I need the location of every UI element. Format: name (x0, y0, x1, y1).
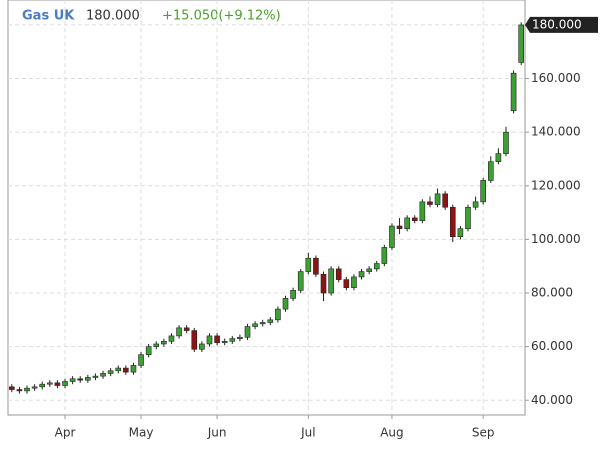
candle-body (373, 263, 380, 270)
candle-body (16, 389, 23, 392)
candle-body (267, 319, 274, 323)
candle-body (389, 225, 395, 248)
candle-body (31, 386, 38, 389)
candle-body (282, 298, 289, 310)
candle-body (275, 308, 281, 321)
y-tick-label: 120.000 (531, 178, 581, 192)
y-tick-label: 100.000 (531, 232, 581, 246)
candle-body (320, 273, 327, 294)
last-price: 180.000 (86, 9, 140, 24)
candle-body (39, 383, 46, 388)
candle-body (69, 378, 76, 382)
candle-body (252, 323, 258, 327)
candle-body (9, 386, 15, 390)
candle-body (465, 206, 471, 229)
candle-body (305, 257, 312, 272)
candle-body (480, 180, 486, 203)
candle-body (404, 217, 410, 229)
candle-body (115, 367, 122, 372)
candle-body (191, 330, 198, 350)
candle-body (297, 271, 304, 291)
candle-body (24, 387, 30, 392)
candle-body (54, 382, 61, 386)
y-tick-label: 40.000 (531, 393, 573, 407)
candle-body (244, 326, 251, 338)
y-tick-label: 80.000 (531, 286, 573, 300)
x-tick-label: Apr (55, 426, 76, 440)
candle-body (335, 268, 342, 280)
candle-body (62, 381, 68, 386)
price-change: +15.050(+9.12%) (162, 9, 281, 24)
candle-body (427, 201, 433, 205)
candle-body (183, 327, 190, 331)
candle-body (130, 365, 137, 373)
candle-body (145, 346, 152, 355)
candle-body (495, 153, 502, 162)
candle-body (153, 343, 160, 347)
candle-body (85, 377, 91, 381)
x-tick-label: Jun (207, 426, 227, 440)
candle-body (221, 340, 228, 343)
candle-body (313, 257, 319, 275)
candle-body (47, 382, 53, 385)
candle-body (419, 201, 426, 221)
candle-body (510, 72, 517, 112)
candle-body (199, 343, 205, 350)
candle-body (442, 193, 448, 208)
candle-body (138, 354, 144, 366)
candle-body (343, 279, 350, 288)
symbol-name: Gas UK (22, 9, 75, 24)
candle-body (229, 338, 236, 342)
candle-body (351, 276, 357, 288)
candle-body (396, 225, 403, 229)
candle-body (366, 268, 372, 272)
candle-body (411, 217, 418, 221)
candle-body (457, 228, 464, 238)
candle-body (168, 335, 175, 342)
x-tick-label: May (129, 426, 154, 440)
candle-body (214, 335, 220, 343)
x-tick-label: Jul (300, 426, 315, 440)
candle-body (449, 206, 456, 238)
candle-body (472, 201, 479, 208)
last-price-tag (525, 16, 598, 33)
y-tick-label: 160.000 (531, 71, 581, 85)
candle-body (206, 335, 213, 345)
x-tick-label: Aug (380, 426, 403, 440)
candle-body (100, 373, 106, 377)
y-tick-label: 140.000 (531, 125, 581, 139)
candle-body (290, 290, 296, 299)
candle-body (77, 378, 84, 381)
candle-body (503, 131, 509, 154)
candle-body (358, 271, 365, 278)
last-price-tag-label: 180.000 (532, 17, 582, 31)
candle-body (237, 336, 243, 339)
candle-body (92, 375, 99, 378)
candle-body (259, 322, 266, 325)
candle-body (161, 340, 167, 345)
plot-frame (7, 0, 526, 416)
candle-body (518, 24, 524, 63)
candle-body (176, 327, 182, 337)
candle-body (123, 367, 129, 373)
candle-body (381, 247, 388, 264)
candle-body (434, 193, 441, 205)
x-tick-label: Sep (472, 426, 495, 440)
candle-body (487, 161, 494, 181)
y-tick-label: 60.000 (531, 339, 573, 353)
candle-body (328, 268, 334, 294)
candle-body (107, 370, 114, 374)
